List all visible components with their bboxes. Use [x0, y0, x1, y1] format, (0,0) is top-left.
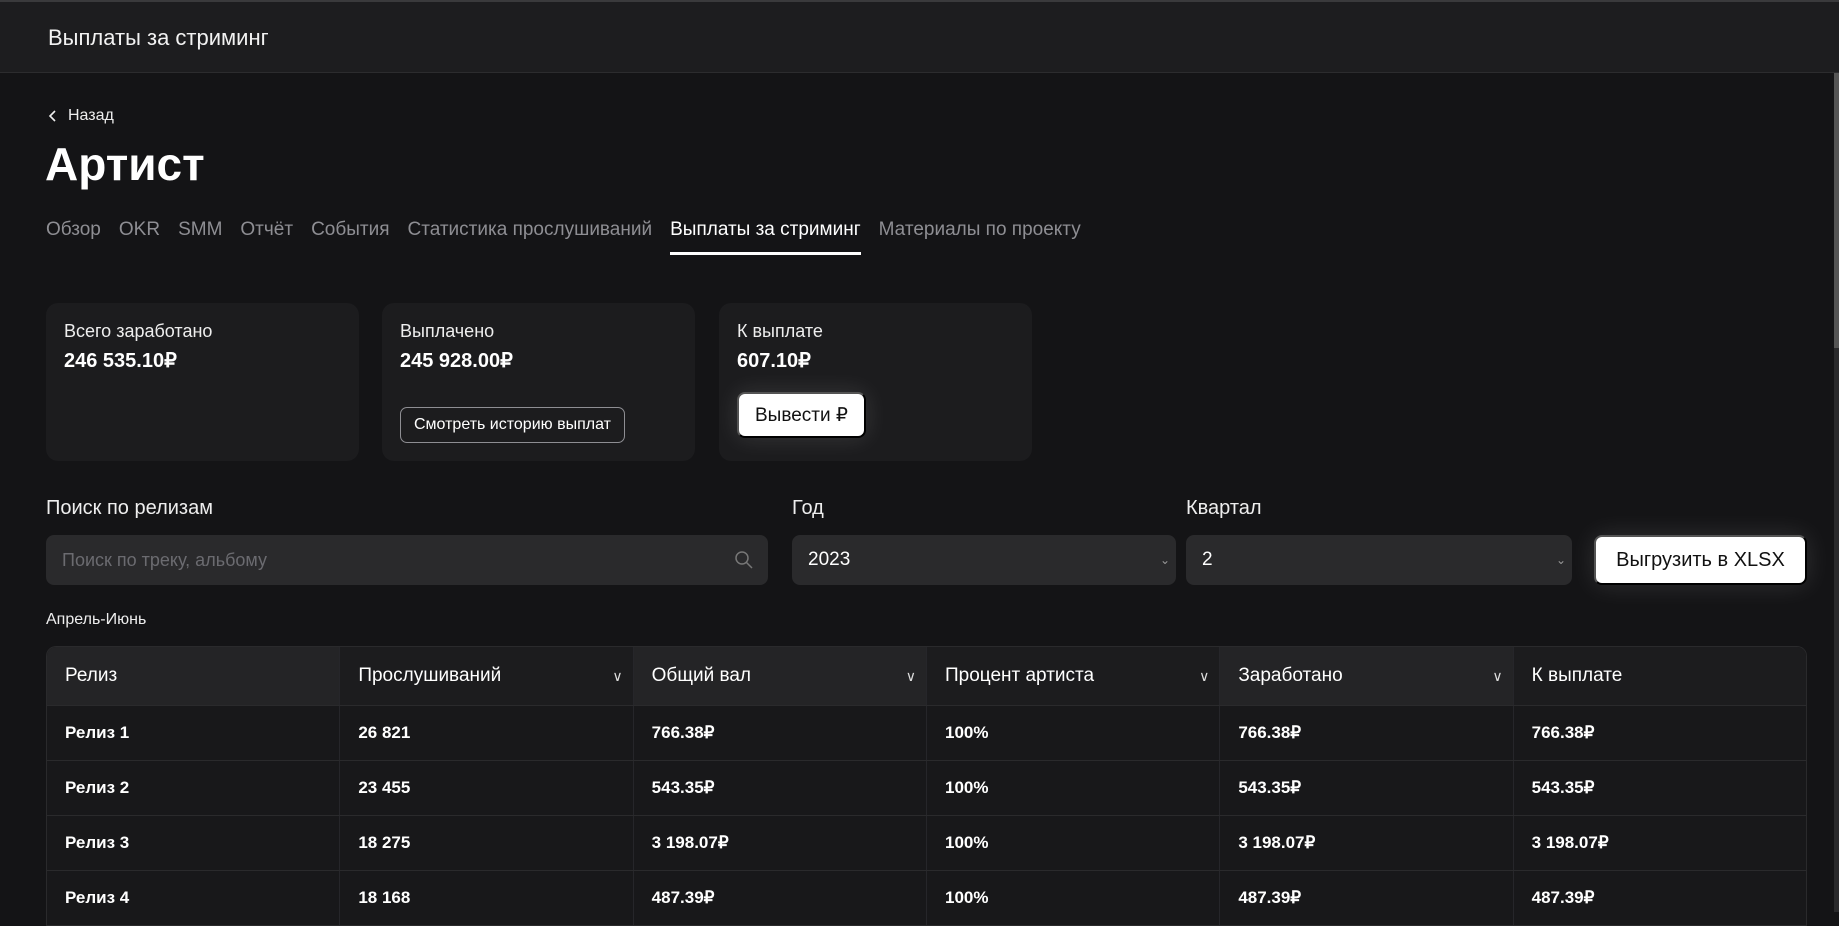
table-cell: 487.39₽: [634, 871, 927, 925]
year-select[interactable]: 2023 ⌄: [792, 535, 1176, 585]
card-value: 607.10₽: [737, 350, 811, 372]
back-label: Назад: [68, 107, 114, 124]
table-row: Релиз 4 18 168 487.39₽ 100% 487.39₽ 487.39₽: [47, 871, 1806, 926]
table-cell: Релиз 1: [47, 706, 341, 760]
tab-okr[interactable]: OKR: [118, 219, 161, 240]
column-header-plays[interactable]: Прослушиваний ∨: [340, 647, 634, 705]
table-cell: 100%: [927, 761, 1221, 815]
table-cell: Релиз 4: [47, 871, 341, 925]
scrollbar-thumb[interactable]: [1834, 73, 1839, 348]
page-title: Артист: [45, 138, 205, 190]
table-cell: Релиз 2: [47, 761, 341, 815]
paid-card: Выплачено 245 928.00₽ Смотреть историю в…: [382, 303, 695, 461]
back-link[interactable]: Назад: [48, 107, 114, 125]
header-label: Заработано: [1238, 665, 1343, 686]
due-card: К выплате 607.10₽ Вывести ₽: [719, 303, 1032, 461]
withdraw-button[interactable]: Вывести ₽: [737, 392, 866, 438]
table-cell: 766.38₽: [634, 706, 927, 760]
payout-history-button[interactable]: Смотреть историю выплат: [400, 407, 625, 443]
card-value: 246 535.10₽: [64, 350, 177, 372]
search-input[interactable]: Поиск по треку, альбому: [46, 535, 768, 585]
chevron-down-icon[interactable]: ∨: [905, 667, 916, 684]
tab-report[interactable]: Отчёт: [240, 219, 294, 240]
column-header-artist-percent[interactable]: Процент артиста ∨: [926, 647, 1221, 705]
table-cell: 26 821: [340, 706, 634, 760]
tab-listening-stats[interactable]: Статистика прослушиваний: [407, 219, 653, 240]
table-cell: 3 198.07₽: [1531, 833, 1609, 852]
table-cell: Релиз 3: [47, 816, 341, 870]
card-label: К выплате: [737, 321, 823, 341]
table-cell: 100%: [927, 706, 1221, 760]
column-header-due: К выплате: [1513, 647, 1806, 705]
chevron-down-icon: ⌄: [1555, 553, 1566, 567]
table-cell: 100%: [927, 871, 1221, 925]
header-label: Прослушиваний: [358, 665, 502, 686]
search-label: Поиск по релизам: [46, 497, 213, 519]
table-cell: 18 275: [340, 816, 634, 870]
tab-events[interactable]: События: [311, 219, 390, 240]
table-row: Релиз 2 23 455 543.35₽ 100% 543.35₽ 543.35₽: [47, 761, 1806, 816]
chevron-left-icon: [48, 110, 56, 122]
tab-project-materials[interactable]: Материалы по проекту: [878, 219, 1081, 240]
tab-streaming-payouts[interactable]: Выплаты за стриминг: [670, 219, 861, 255]
table-cell: 487.39₽: [1531, 888, 1595, 907]
scrollbar[interactable]: [1834, 73, 1839, 912]
table-row: Релиз 1 26 821 766.38₽ 100% 766.38₽ 766.38₽: [47, 706, 1806, 761]
column-header-gross[interactable]: Общий вал ∨: [633, 647, 927, 705]
card-label: Выплачено: [400, 321, 495, 341]
header-label: К выплате: [1531, 665, 1623, 686]
table-cell: 543.35₽: [1531, 778, 1595, 797]
tab-overview[interactable]: Обзор: [46, 219, 101, 240]
table-cell: 23 455: [340, 761, 634, 815]
card-label: Всего заработано: [64, 321, 213, 341]
quarter-label: Квартал: [1186, 497, 1262, 519]
column-header-earned[interactable]: Заработано ∨: [1220, 647, 1514, 705]
tab-smm[interactable]: SMM: [178, 219, 223, 240]
total-earned-card: Всего заработано 246 535.10₽: [46, 303, 359, 461]
tabs: Обзор OKR SMM Отчёт События Статистика п…: [46, 219, 1081, 255]
table-cell: 543.35₽: [634, 761, 927, 815]
chevron-down-icon: ⌄: [1159, 553, 1170, 567]
column-header-release: Релиз: [47, 647, 341, 705]
table-cell: 543.35₽: [1220, 761, 1514, 815]
table-cell: 3 198.07₽: [634, 816, 927, 870]
top-bar: Выплаты за стриминг: [0, 0, 1839, 73]
table-cell: 487.39₽: [1220, 871, 1514, 925]
table-cell: 18 168: [340, 871, 634, 925]
year-label: Год: [792, 497, 824, 519]
chevron-down-icon[interactable]: ∨: [612, 667, 623, 684]
year-value: 2023: [808, 549, 851, 570]
period-label: Апрель-Июнь: [46, 611, 147, 628]
table-cell: 100%: [927, 816, 1221, 870]
header-label: Процент артиста: [944, 665, 1095, 686]
card-value: 245 928.00₽: [400, 350, 513, 372]
header-label: Релиз: [65, 665, 118, 686]
quarter-select[interactable]: 2 ⌄: [1186, 535, 1572, 585]
table-cell: 766.38₽: [1220, 706, 1514, 760]
table-cell: 3 198.07₽: [1220, 816, 1514, 870]
chevron-down-icon[interactable]: ∨: [1492, 667, 1503, 684]
topbar-title: Выплаты за стриминг: [48, 25, 269, 50]
quarter-value: 2: [1202, 549, 1213, 570]
chevron-down-icon[interactable]: ∨: [1199, 667, 1210, 684]
table-header: Релиз Прослушиваний ∨ Общий вал ∨ Процент …: [47, 647, 1806, 706]
payouts-table: Релиз Прослушиваний ∨ Общий вал ∨ Процент …: [46, 646, 1807, 926]
header-label: Общий вал: [651, 665, 751, 686]
search-placeholder: Поиск по треку, альбому: [62, 549, 267, 570]
table-cell: 766.38₽: [1531, 723, 1595, 742]
export-xlsx-button[interactable]: Выгрузить в XLSX: [1594, 535, 1807, 585]
table-row: Релиз 3 18 275 3 198.07₽ 100% 3 198.07₽ 3 198…: [47, 816, 1806, 871]
search-icon: [735, 551, 753, 569]
